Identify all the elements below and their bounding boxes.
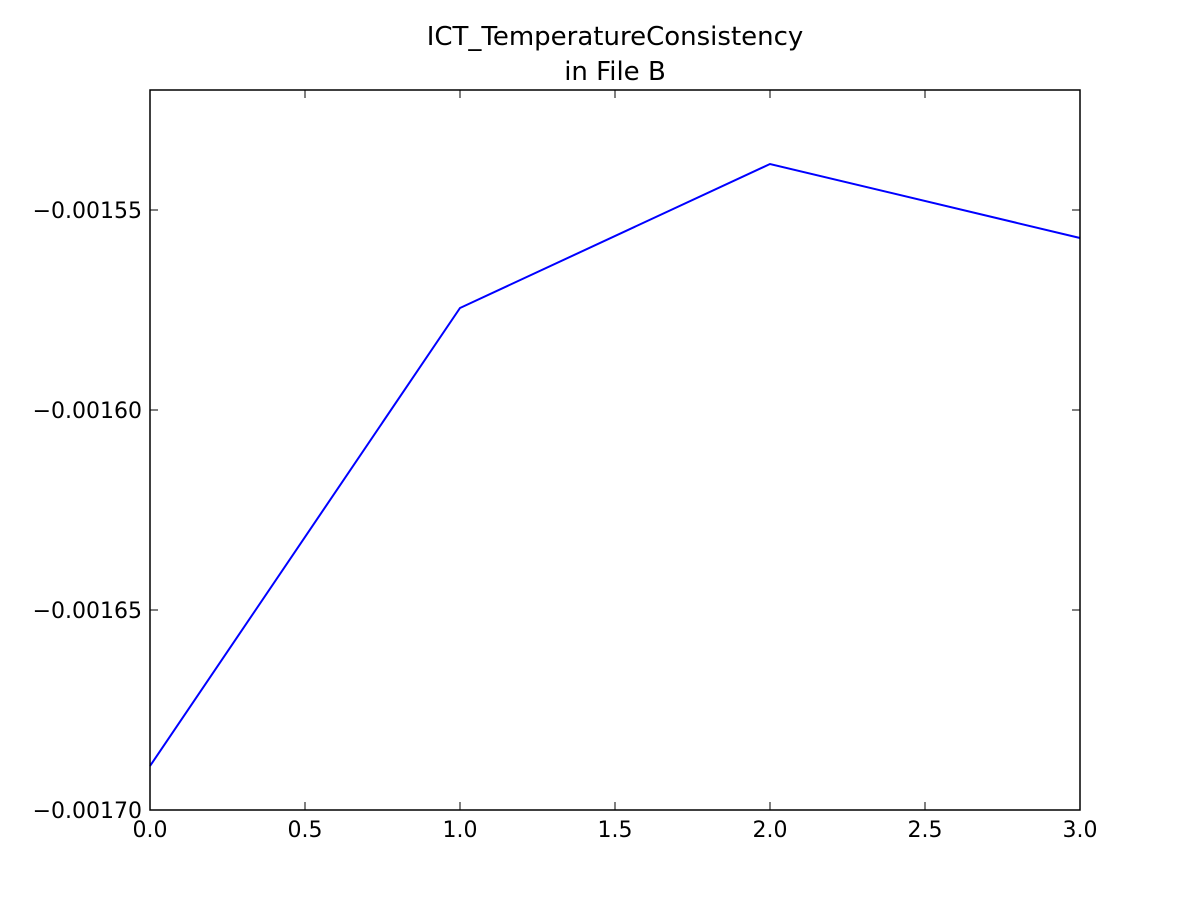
x-tick-label: 1.0 [443,818,478,843]
x-tick-label: 0.5 [288,818,323,843]
y-tick-label: −0.00155 [33,199,142,224]
chart-subtitle: in File B [564,57,666,87]
line-series [149,162,1081,767]
x-tick-label: 1.5 [598,818,633,843]
y-tick-label: −0.00165 [33,599,142,624]
plot-frame [149,89,1081,811]
y-tick-label: −0.00160 [33,399,142,424]
x-tick-label: 2.0 [753,818,788,843]
x-tick-label: 2.5 [908,818,943,843]
chart-title: ICT_TemperatureConsistency [427,22,804,52]
y-tick-label: −0.00170 [33,799,142,824]
x-tick-label: 0.0 [133,818,168,843]
x-tick-label: 3.0 [1063,818,1098,843]
